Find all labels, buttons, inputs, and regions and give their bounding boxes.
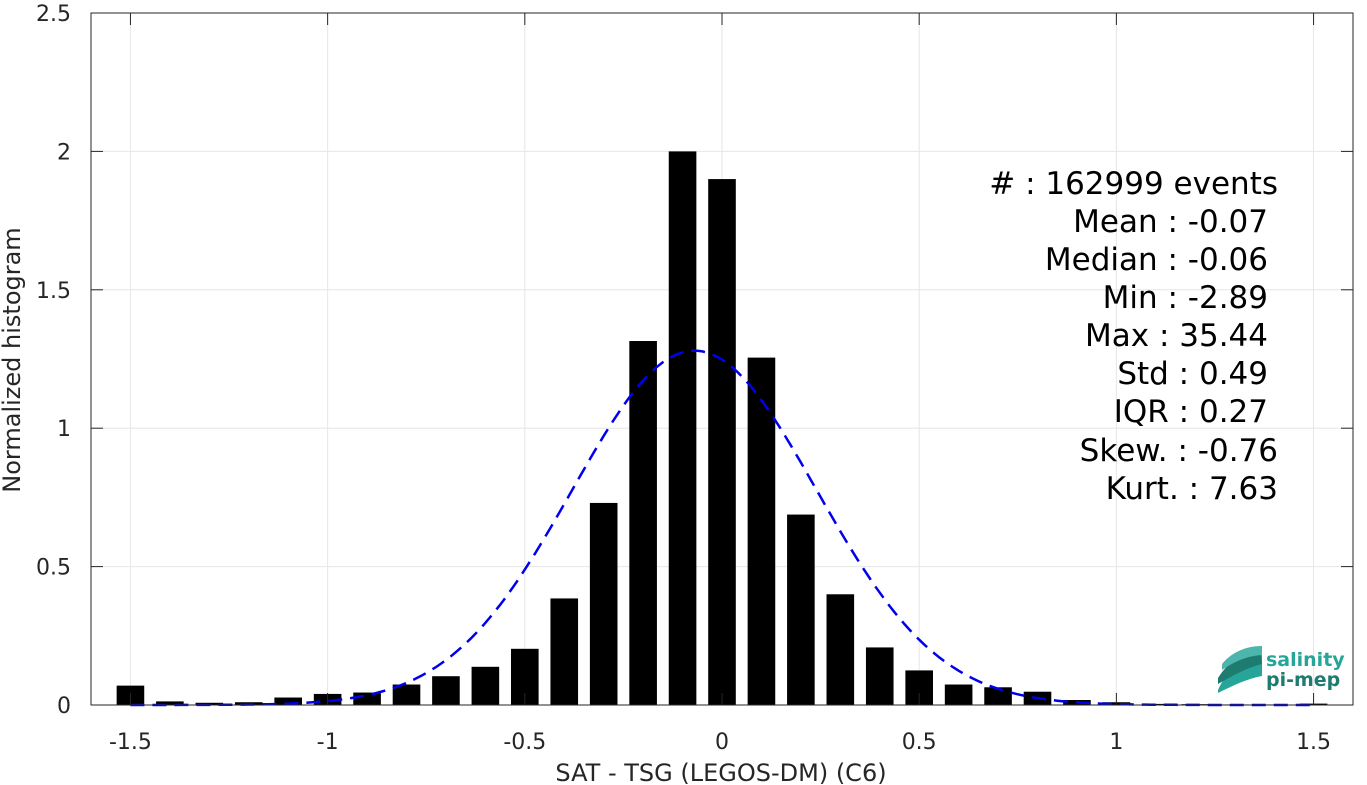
histogram-bar xyxy=(629,341,657,705)
stats-line-max: Max : 35.44 xyxy=(1085,318,1268,354)
histogram-bar xyxy=(787,514,815,705)
logo-text-salinity: salinity xyxy=(1266,649,1345,671)
histogram-bar xyxy=(353,692,381,705)
y-tick-label: 1.5 xyxy=(36,279,71,304)
histogram-bar xyxy=(471,666,500,705)
stats-line-skewness: Skew. : -0.76 xyxy=(1080,433,1278,469)
stats-line-std: Std : 0.49 xyxy=(1117,356,1268,392)
x-tick-label: 0 xyxy=(715,730,729,755)
histogram-bars xyxy=(116,151,1328,705)
x-tick-label: 1.5 xyxy=(1296,730,1331,755)
stats-line-kurtosis: Kurt. : 7.63 xyxy=(1106,471,1278,507)
histogram-bar xyxy=(668,151,697,705)
y-tick-label: 2.5 xyxy=(36,2,71,27)
y-tick-label: 2 xyxy=(57,140,71,165)
histogram-bar xyxy=(747,357,776,705)
y-tick-labels: 0 0.5 1 1.5 2 2.5 xyxy=(36,2,71,719)
salinity-pi-mep-logo: salinity pi-mep xyxy=(1218,646,1345,693)
x-axis-label: SAT - TSG (LEGOS-DM) (C6) xyxy=(555,759,886,785)
histogram-bar xyxy=(589,502,618,705)
histogram-bar xyxy=(944,684,973,705)
x-tick-label: -0.5 xyxy=(503,730,546,755)
stats-line-iqr: IQR : 0.27 xyxy=(1114,394,1268,430)
x-tick-labels: -1.5 -1 -0.5 0 0.5 1 1.5 xyxy=(109,730,1331,755)
x-tick-label: -1.5 xyxy=(109,730,152,755)
y-tick-label: 0.5 xyxy=(36,556,71,581)
y-axis-label: Normalized histogram xyxy=(0,227,26,492)
x-tick-label: -1 xyxy=(317,730,339,755)
y-tick-label: 1 xyxy=(57,417,71,442)
histogram-bar xyxy=(865,647,894,705)
x-tick-label: 0.5 xyxy=(902,730,937,755)
stats-line-median: Median : -0.06 xyxy=(1045,242,1268,278)
stats-line-min: Min : -2.89 xyxy=(1103,280,1268,316)
histogram-bar xyxy=(984,687,1012,705)
histogram-bar xyxy=(1142,703,1170,705)
statistics-annotation: # : 162999 events Mean : -0.07 Median : … xyxy=(989,166,1278,507)
gaussian-fit-curve xyxy=(130,349,1314,707)
histogram-bar xyxy=(392,684,421,705)
logo-wave-icon xyxy=(1218,646,1262,693)
y-tick-label: 0 xyxy=(57,694,71,719)
histogram-bar xyxy=(274,697,302,705)
histogram-bar xyxy=(708,179,736,705)
axes-frame xyxy=(90,12,1354,706)
stats-line-events: # : 162999 events xyxy=(989,166,1278,202)
x-tick-label: 1 xyxy=(1109,730,1123,755)
logo-text-pi-mep: pi-mep xyxy=(1266,669,1340,691)
histogram-bar xyxy=(550,598,579,705)
histogram-bar xyxy=(156,701,184,705)
histogram-bar xyxy=(826,594,855,705)
histogram-bar xyxy=(432,676,460,705)
stats-line-mean: Mean : -0.07 xyxy=(1073,204,1268,240)
